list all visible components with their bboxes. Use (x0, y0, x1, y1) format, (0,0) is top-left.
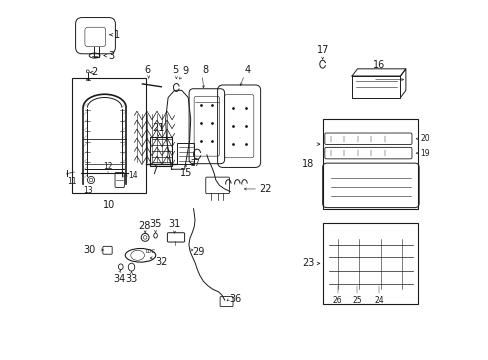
Text: 19: 19 (419, 149, 429, 158)
Text: 34: 34 (113, 274, 125, 284)
Text: 29: 29 (192, 247, 204, 257)
Text: 32: 32 (155, 257, 167, 267)
Text: 26: 26 (332, 296, 342, 305)
Text: 14: 14 (128, 171, 138, 180)
Text: 23: 23 (302, 258, 314, 268)
Text: 1: 1 (113, 30, 120, 40)
Text: 3: 3 (108, 50, 115, 60)
Text: LOC: LOC (145, 248, 156, 253)
Text: 36: 36 (229, 294, 241, 304)
Text: 11: 11 (67, 177, 76, 186)
Text: 6: 6 (143, 65, 150, 75)
Text: 20: 20 (419, 134, 429, 143)
Text: 10: 10 (103, 201, 115, 211)
Text: 8: 8 (202, 65, 208, 75)
Text: 31: 31 (168, 219, 181, 229)
Text: 16: 16 (372, 60, 385, 70)
Text: 21: 21 (152, 123, 164, 133)
Text: 35: 35 (149, 220, 162, 229)
Text: 24: 24 (373, 296, 383, 305)
Text: 27: 27 (190, 159, 200, 168)
Text: 12: 12 (103, 162, 113, 171)
Text: 9: 9 (182, 66, 188, 76)
Text: 2: 2 (91, 67, 98, 77)
Text: 22: 22 (258, 184, 271, 194)
Text: 7: 7 (151, 166, 157, 176)
Text: 15: 15 (179, 168, 191, 178)
Text: 13: 13 (83, 186, 93, 195)
Text: 18: 18 (302, 159, 314, 169)
Text: 17: 17 (316, 45, 328, 55)
Text: 25: 25 (352, 296, 362, 305)
Text: 4: 4 (244, 65, 250, 75)
Text: 33: 33 (125, 274, 138, 284)
Text: 30: 30 (83, 245, 96, 255)
Text: 28: 28 (138, 221, 150, 231)
Text: 5: 5 (172, 65, 179, 75)
